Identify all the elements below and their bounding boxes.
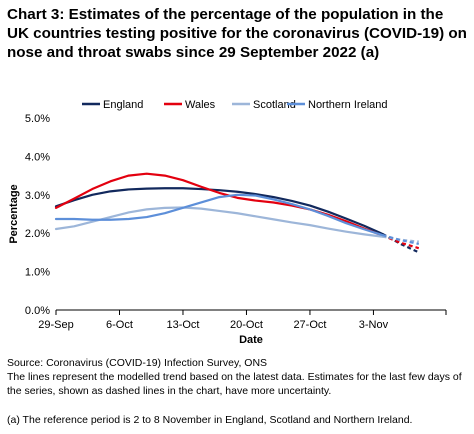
y-tick-label: 2.0% — [25, 228, 50, 240]
method-note: The lines represent the modelled trend b… — [7, 371, 462, 397]
scotland-line — [54, 206, 384, 238]
x-tick-label: 29-Sep — [38, 319, 73, 331]
x-tick-label: 20-Oct — [230, 319, 263, 331]
x-tick-label: 3-Nov — [359, 319, 389, 331]
legend-label-england: England — [103, 99, 143, 111]
england-line — [54, 187, 384, 236]
footnote: (a) The reference period is 2 to 8 Novem… — [7, 414, 413, 426]
y-tick-label: 1.0% — [25, 267, 50, 279]
wales-line — [54, 172, 384, 237]
chart-title: Chart 3: Estimates of the percentage of … — [7, 6, 467, 61]
y-tick-label: 5.0% — [25, 113, 50, 125]
legend-label-northern-ireland: Northern Ireland — [308, 99, 388, 111]
x-tick-label: 13-Oct — [166, 319, 199, 331]
northern-ireland-dashed-line — [382, 234, 420, 246]
legend-label-scotland: Scotland — [253, 99, 296, 111]
y-tick-label: 3.0% — [25, 190, 50, 202]
legend-label-wales: Wales — [185, 99, 216, 111]
y-tick-label: 0.0% — [25, 305, 50, 317]
x-axis-title: Date — [239, 334, 263, 346]
x-tick-label: 6-Oct — [106, 319, 133, 331]
source-note: Source: Coronavirus (COVID-19) Infection… — [7, 357, 268, 369]
y-axis-title: Percentage — [8, 184, 20, 243]
x-tick-label: 27-Oct — [293, 319, 326, 331]
northern-ireland-line — [54, 193, 384, 237]
scotland-dashed-line — [382, 235, 419, 243]
y-tick-label: 4.0% — [25, 151, 50, 163]
line-chart: 0.0% 1.0% 2.0% 3.0% 4.0% 5.0% 29-Sep 6-Oct 13-Oc… — [8, 99, 447, 346]
